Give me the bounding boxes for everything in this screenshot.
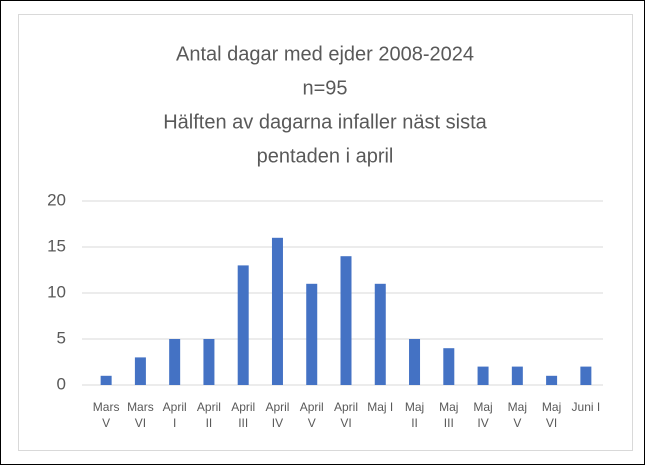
bar (477, 366, 489, 385)
y-tick-label: 20 (47, 190, 66, 209)
x-tick-label: Mars VI (127, 400, 154, 430)
bar (306, 283, 318, 385)
chart-title: n=95 (302, 77, 347, 99)
x-tick-label: Maj V (508, 400, 527, 430)
x-tick-label: Juni I (572, 400, 601, 414)
bar (409, 339, 421, 385)
y-tick-label: 5 (57, 328, 66, 347)
x-tick-label: Mars V (93, 400, 120, 430)
bar (374, 283, 386, 385)
chart-title: Antal dagar med ejder 2008-2024 (176, 43, 474, 65)
x-tick-label: April V (300, 400, 324, 430)
chart-title: pentaden i april (257, 145, 394, 167)
y-tick-label: 15 (47, 236, 66, 255)
bar (511, 366, 523, 385)
x-tick-label: Maj II (405, 400, 424, 430)
x-tick-label: April II (197, 400, 221, 430)
x-tick-label: April I (163, 400, 187, 430)
bar (169, 339, 181, 385)
x-tick-label: Maj VI (542, 400, 561, 430)
bar (340, 256, 352, 385)
x-tick-label: April IV (265, 400, 289, 430)
x-tick-label: Maj III (439, 400, 458, 430)
bar (100, 375, 112, 385)
x-tick-label: April VI (334, 400, 358, 430)
bar (134, 357, 146, 385)
bar (271, 237, 283, 385)
x-tick-label: April III (231, 400, 255, 430)
bar (237, 265, 249, 385)
bar (546, 375, 558, 385)
bar (203, 339, 215, 385)
y-tick-label: 10 (47, 282, 66, 301)
chart-title: Hälften av dagarna infaller näst sista (163, 111, 487, 133)
chart-frame (18, 14, 633, 451)
x-tick-label: Maj I (367, 400, 393, 414)
x-tick-label: Maj IV (473, 400, 492, 430)
y-tick-label: 0 (57, 374, 66, 393)
bar (580, 366, 592, 385)
bar (443, 348, 455, 385)
